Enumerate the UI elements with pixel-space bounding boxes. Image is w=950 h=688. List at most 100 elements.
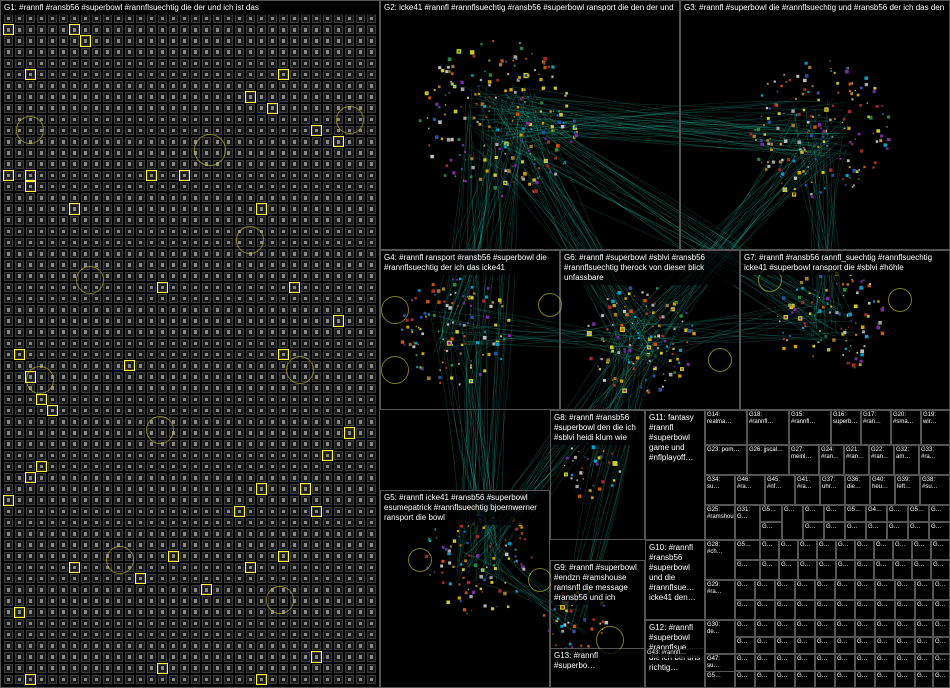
isolate-node [147, 339, 156, 348]
isolate-node [92, 148, 101, 157]
isolate-node [92, 59, 101, 68]
isolate-node [114, 25, 123, 34]
isolate-node [114, 249, 123, 258]
isolate-node [48, 305, 57, 314]
isolate-node [70, 440, 79, 449]
isolate-node [48, 160, 57, 169]
isolate-node [323, 641, 332, 650]
group-panel: G33: #ra… [919, 445, 950, 475]
isolate-node [158, 652, 167, 661]
isolate-node [59, 339, 68, 348]
isolate-node [191, 540, 200, 549]
isolate-node [158, 59, 167, 68]
isolate-node [323, 462, 332, 471]
isolate-node [334, 59, 343, 68]
isolate-node [367, 160, 376, 169]
isolate-node [48, 115, 57, 124]
isolate-node [356, 171, 365, 180]
isolate-node [147, 260, 156, 269]
isolate-node [136, 540, 145, 549]
isolate-node [202, 328, 211, 337]
isolate-node [70, 70, 79, 79]
isolate-node [125, 316, 134, 325]
selfloop-ring [76, 266, 104, 294]
isolate-node [356, 216, 365, 225]
isolate-node [191, 619, 200, 628]
isolate-node [147, 652, 156, 661]
isolate-node [147, 664, 156, 673]
isolate-node [147, 552, 156, 561]
isolate-node [103, 305, 112, 314]
isolate-node [70, 36, 79, 45]
isolate-node [59, 137, 68, 146]
isolate-node [279, 395, 288, 404]
isolate-node [334, 137, 343, 146]
isolate-node [125, 148, 134, 157]
group-panel: G6: #rannfl #superbowl #sblvi #ransb56 #… [560, 250, 740, 410]
isolate-node [279, 48, 288, 57]
isolate-node [169, 238, 178, 247]
isolate-node [125, 496, 134, 505]
isolate-node [92, 675, 101, 684]
isolate-node [246, 59, 255, 68]
isolate-node [268, 552, 277, 561]
isolate-node [356, 81, 365, 90]
isolate-node [334, 372, 343, 381]
isolate-node [345, 81, 354, 90]
isolate-node [48, 462, 57, 471]
group-panel: G17: #ran… [861, 410, 891, 445]
isolate-node [37, 574, 46, 583]
isolate-node [81, 92, 90, 101]
isolate-node [312, 641, 321, 650]
isolate-node [356, 193, 365, 202]
isolate-node [345, 283, 354, 292]
isolate-node [136, 92, 145, 101]
isolate-node [224, 160, 233, 169]
isolate-node [235, 328, 244, 337]
selfloop-ring [106, 546, 134, 574]
isolate-node [59, 249, 68, 258]
isolate-node [301, 171, 310, 180]
isolate-node [180, 171, 189, 180]
group-label: G… [876, 621, 894, 630]
isolate-node [290, 316, 299, 325]
isolate-node [4, 574, 13, 583]
group-panel: G5… [705, 671, 735, 688]
isolate-node [114, 104, 123, 113]
isolate-node [323, 440, 332, 449]
isolate-node [301, 126, 310, 135]
isolate-node [356, 619, 365, 628]
isolate-node [70, 574, 79, 583]
isolate-node [125, 518, 134, 527]
isolate-node [81, 384, 90, 393]
isolate-node [180, 260, 189, 269]
isolate-node [37, 216, 46, 225]
isolate-node [356, 328, 365, 337]
isolate-node [323, 70, 332, 79]
isolate-node [191, 473, 200, 482]
selfloop-ring [266, 586, 294, 614]
isolate-node [202, 260, 211, 269]
group-panel: G45: #nf… [765, 475, 795, 505]
isolate-node [15, 216, 24, 225]
isolate-node [59, 14, 68, 23]
isolate-node [268, 70, 277, 79]
group-panel: G5… [845, 505, 866, 522]
isolate-node [26, 316, 35, 325]
isolate-node [92, 238, 101, 247]
isolate-node [26, 630, 35, 639]
isolate-node [279, 14, 288, 23]
group-panel: G… [817, 540, 836, 560]
isolate-node [334, 652, 343, 661]
isolate-node [180, 596, 189, 605]
isolate-node [202, 14, 211, 23]
isolate-node [202, 272, 211, 281]
isolate-node [235, 585, 244, 594]
isolate-node [356, 596, 365, 605]
isolate-node [147, 249, 156, 258]
isolate-node [37, 92, 46, 101]
isolate-node [92, 70, 101, 79]
isolate-node [15, 148, 24, 157]
isolate-node [180, 36, 189, 45]
isolate-node [147, 70, 156, 79]
